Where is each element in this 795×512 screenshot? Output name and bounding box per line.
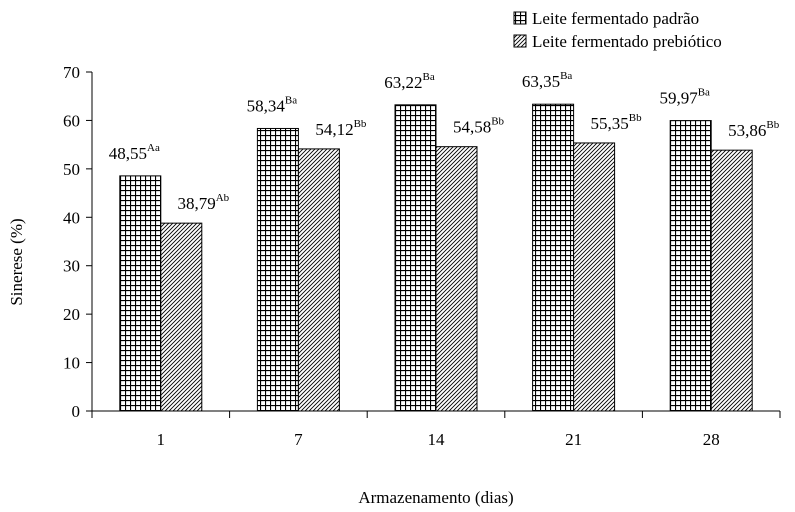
value-labels: 48,55Aa 58,34Ba 63,22Ba 63,35Ba 59,97Ba 38,79… xyxy=(109,70,780,213)
bar-prebiotico xyxy=(297,148,340,412)
bar-prebiotico xyxy=(573,142,616,412)
data-label: 53,86Bb xyxy=(728,119,780,140)
data-label: 54,58Bb xyxy=(453,116,505,137)
y-tick-label: 60 xyxy=(63,111,80,130)
y-tick-label: 20 xyxy=(63,305,80,324)
bar-prebiotico xyxy=(710,149,753,412)
legend: Leite fermentado padrão Leite fermentado … xyxy=(513,9,722,51)
x-tick-label: 7 xyxy=(294,430,303,449)
y-axis-label: Sinerese (%) xyxy=(7,218,26,305)
x-tick-label: 14 xyxy=(428,430,446,449)
x-tick-label: 21 xyxy=(565,430,582,449)
data-label: 63,35Ba xyxy=(522,70,573,91)
legend-label: Leite fermentado padrão xyxy=(532,9,699,28)
bar-padrao xyxy=(532,103,575,412)
bar-padrao xyxy=(256,127,299,412)
axes: 0 10 20 30 40 50 60 70 1 7 14 21 28 xyxy=(63,63,781,449)
legend-swatch xyxy=(513,11,527,25)
y-tick-label: 0 xyxy=(72,402,81,421)
bars xyxy=(119,103,753,412)
data-label: 38,79Ab xyxy=(177,192,229,213)
bar-padrao xyxy=(394,104,437,412)
x-axis-label: Armazenamento (dias) xyxy=(358,488,513,507)
legend-swatch xyxy=(513,34,527,48)
x-tick-label: 28 xyxy=(703,430,720,449)
x-tick-label: 1 xyxy=(157,430,166,449)
bar-prebiotico xyxy=(160,222,203,412)
data-label: 48,55Aa xyxy=(109,142,160,163)
y-tick-label: 30 xyxy=(63,257,80,276)
y-tick-label: 70 xyxy=(63,63,80,82)
data-label: 58,34Ba xyxy=(247,94,298,115)
bar-padrao xyxy=(119,175,162,412)
y-tick-label: 40 xyxy=(63,208,80,227)
y-tick-label: 10 xyxy=(63,354,80,373)
data-label: 55,35Bb xyxy=(591,112,643,133)
data-label: 54,12Bb xyxy=(315,118,367,139)
data-label: 59,97Ba xyxy=(659,87,710,108)
data-label: 63,22Ba xyxy=(384,71,435,92)
bar-padrao xyxy=(669,120,712,412)
y-tick-label: 50 xyxy=(63,160,80,179)
legend-label: Leite fermentado prebiótico xyxy=(532,32,722,51)
bar-prebiotico xyxy=(435,146,478,412)
